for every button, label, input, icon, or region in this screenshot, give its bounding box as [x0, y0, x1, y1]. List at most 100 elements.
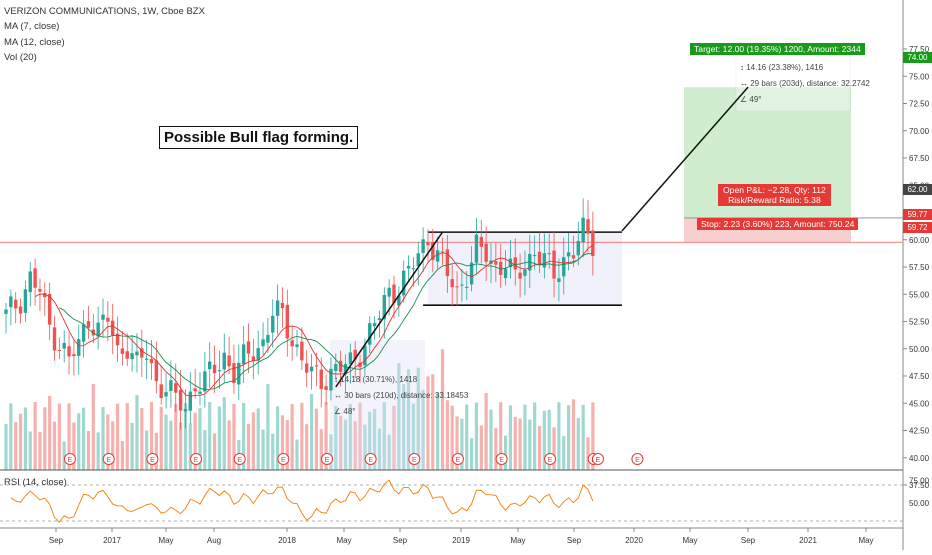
volume-bar — [145, 430, 149, 470]
volume-bar — [314, 408, 318, 470]
volume-bar — [528, 419, 532, 470]
candle-body — [450, 279, 454, 288]
earnings-marker-label: E — [106, 457, 111, 464]
candle-body — [285, 304, 289, 339]
symbol-title[interactable]: VERIZON COMMUNICATIONS, 1W, Cboe BZX — [4, 6, 205, 17]
rsi-tick-label: 50.00 — [909, 499, 930, 508]
volume-bar — [339, 415, 343, 470]
candle-body — [368, 323, 372, 345]
price-tick-label: 40.00 — [909, 454, 930, 463]
candle-body — [271, 315, 275, 333]
candle-body — [479, 236, 483, 247]
candle-body — [38, 288, 42, 292]
candle-body — [377, 318, 382, 321]
candle-body — [591, 230, 595, 257]
earnings-marker — [233, 453, 246, 465]
candle-body — [169, 380, 173, 392]
price-tick-label: 57.50 — [909, 263, 930, 272]
volume-bar — [295, 439, 299, 470]
candle-body — [353, 349, 357, 360]
volume-bar — [135, 394, 139, 470]
volume-bar — [503, 435, 508, 470]
stop-label[interactable]: Stop: 2.23 (3.60%) 223, Amount: 750.24 — [697, 218, 859, 230]
price-tick-label: 77.50 — [909, 45, 930, 54]
price-tick-label: 75.00 — [909, 72, 930, 81]
volume-bar — [120, 441, 124, 470]
volume-bar — [14, 422, 18, 470]
volume-bar — [18, 413, 23, 470]
candle-body — [111, 320, 115, 336]
volume-bar — [552, 427, 556, 470]
measure-upper[interactable]: ↕ 14.16 (23.38%), 1416 ↔ 29 bars (203d),… — [740, 60, 870, 108]
time-tick-label: Sep — [49, 536, 64, 545]
bull-flag-note[interactable]: Possible Bull flag forming. — [159, 126, 359, 149]
earnings-marker — [277, 453, 290, 465]
candle-body — [23, 289, 28, 313]
earnings-marker — [190, 453, 203, 465]
time-tick-label: 2021 — [799, 536, 817, 545]
volume-bar — [256, 408, 260, 470]
volume-bar — [67, 403, 71, 470]
volume-bar — [217, 406, 221, 470]
candle-body — [329, 368, 333, 391]
volume-bar — [300, 402, 304, 470]
ma7-line — [34, 244, 594, 397]
candle-body — [382, 295, 386, 320]
volume-bar — [48, 395, 52, 470]
axis-tag-last: 59.72 — [903, 222, 932, 233]
candle-body — [256, 348, 260, 361]
volume-bar — [208, 402, 212, 470]
candle-body — [305, 363, 309, 373]
price-tick-label: 47.50 — [909, 372, 930, 381]
volume-bar — [562, 436, 566, 470]
candle-body — [101, 314, 105, 320]
rsi-legend[interactable]: RSI (14, close) — [4, 477, 67, 488]
time-tick-label: 2020 — [625, 536, 643, 545]
volume-bar — [586, 437, 590, 470]
ma7-legend[interactable]: MA (7, close) — [4, 21, 60, 33]
volume-bar — [368, 411, 372, 470]
volume-bar — [319, 429, 323, 470]
candle-body — [503, 268, 508, 279]
candle-body — [188, 391, 192, 411]
candle-body — [300, 341, 304, 361]
volume-bar — [494, 427, 498, 470]
candle-body — [140, 348, 144, 358]
projection-line — [621, 86, 749, 232]
measure-lower[interactable]: ↕ 14.18 (30.71%), 1418 ↔ 30 bars (210d),… — [334, 372, 468, 420]
pnl-box[interactable]: Open P&L: −2.28, Qty: 112 Risk/Reward Ra… — [718, 184, 831, 206]
volume-bar — [246, 423, 251, 470]
volume-bar — [77, 413, 81, 470]
candle-body — [363, 345, 367, 366]
measure-lower-angle: 48° — [343, 407, 356, 416]
candle-body — [392, 284, 396, 303]
volume-bar — [227, 420, 231, 470]
price-tick-label: 37.50 — [909, 481, 930, 490]
candle-body — [18, 306, 23, 314]
volume-bar — [290, 404, 294, 470]
volume-bar — [232, 403, 236, 470]
candle-body — [474, 234, 479, 263]
volume-bar — [203, 430, 207, 470]
target-label[interactable]: Target: 12.00 (19.35%) 1200, Amount: 234… — [690, 43, 865, 55]
ma12-legend[interactable]: MA (12, close) — [4, 36, 65, 48]
volume-bar — [576, 418, 580, 470]
volume-bar — [23, 407, 27, 470]
earnings-marker-label: E — [194, 457, 199, 464]
bars-range-icon: ↔ — [334, 391, 345, 400]
earnings-marker — [592, 453, 604, 465]
volume-bar — [382, 402, 386, 470]
volume-bar — [377, 428, 382, 470]
volume-legend[interactable]: Vol (20) — [4, 52, 37, 64]
candle-body — [275, 300, 280, 316]
candle-body — [144, 358, 149, 360]
volume-bar — [353, 421, 357, 470]
candle-body — [72, 354, 76, 357]
candle-body — [193, 388, 197, 392]
candle-body — [518, 272, 522, 279]
volume-bar — [101, 406, 105, 470]
volume-bar — [111, 421, 115, 470]
measure-lower-price: 14.18 (30.71%), 1418 — [340, 375, 418, 384]
earnings-marker-label: E — [325, 457, 330, 464]
volume-bar — [285, 420, 289, 470]
